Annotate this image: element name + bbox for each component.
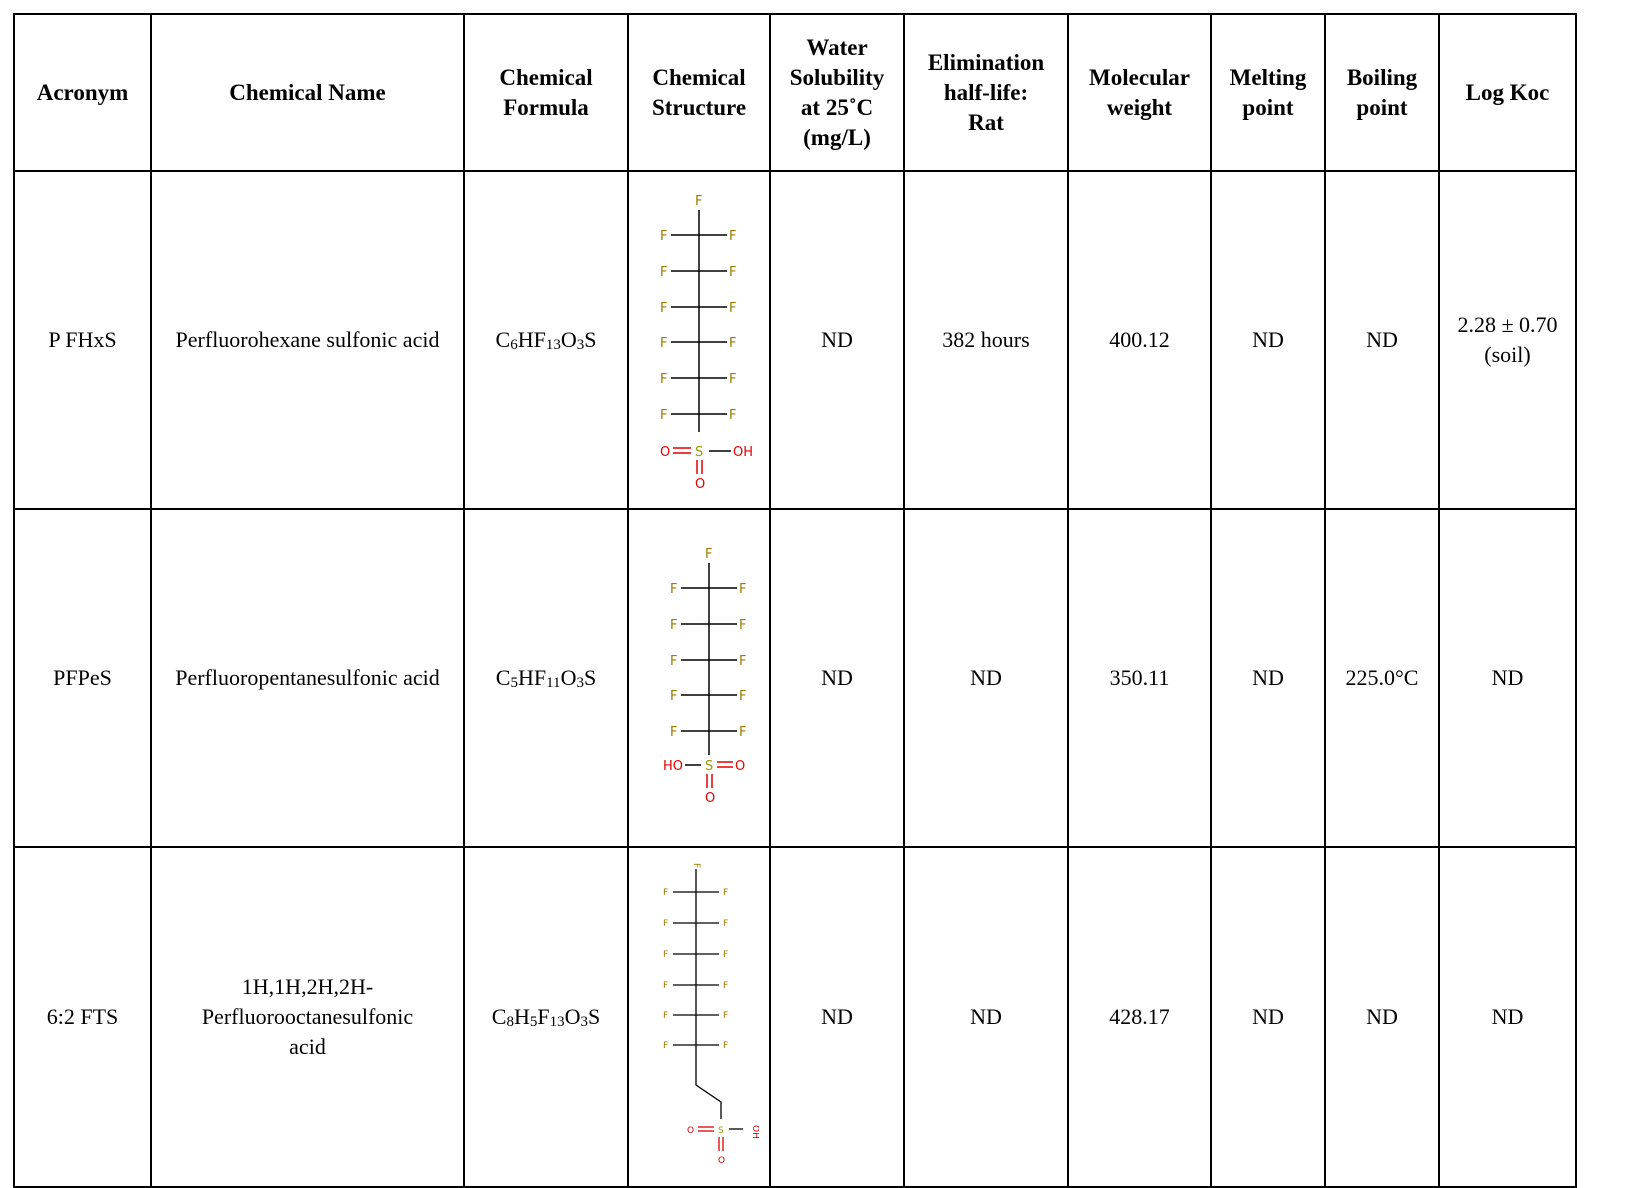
svg-text:F: F [729, 229, 736, 244]
molecular-weight-cell: 350.11 [1067, 508, 1212, 848]
svg-text:F: F [663, 981, 668, 991]
header-chemical-name: Chemical Name [150, 13, 465, 172]
svg-text:O: O [735, 759, 745, 774]
pfpes-structure-drawing: F F F F F F F F F F F HO S [663, 547, 746, 806]
svg-text:F: F [729, 372, 736, 387]
header-melting-point: Melting point [1210, 13, 1326, 172]
chemical-formula-cell: C6HF13O3S [463, 170, 629, 510]
chemical-structure-cell: F F F F F F F F F F F HO S [627, 508, 771, 848]
fts-6-2-structure-drawing: F F F F F F F F F F F F F S [663, 863, 759, 1166]
svg-text:F: F [670, 654, 677, 669]
header-elimination-half-life: Elimination half-life: Rat [903, 13, 1069, 172]
header-log-koc: Log Koc [1438, 13, 1577, 172]
water-solubility-cell: ND [769, 846, 905, 1188]
chemical-name-cell: Perfluoropentanesulfonic acid [150, 508, 465, 848]
svg-text:O: O [718, 1156, 725, 1166]
boiling-point-cell: ND [1324, 170, 1440, 510]
log-koc-cell: 2.28 ± 0.70 (soil) [1438, 170, 1577, 510]
acronym-cell: PFPeS [13, 508, 152, 848]
acronym-cell: P FHxS [13, 170, 152, 510]
svg-text:OH: OH [750, 1125, 759, 1139]
svg-text:F: F [663, 1011, 668, 1021]
elimination-half-life-cell: ND [903, 846, 1069, 1188]
svg-text:S: S [705, 759, 713, 774]
svg-text:F: F [663, 888, 668, 898]
svg-text:F: F [739, 654, 746, 669]
svg-text:F: F [739, 582, 746, 597]
molecular-weight-cell: 400.12 [1067, 170, 1212, 510]
pfhxs-structure-drawing: F F F F F F F F F F F F F S [660, 194, 753, 490]
svg-text:F: F [691, 863, 701, 868]
svg-text:F: F [663, 1041, 668, 1051]
table-row: P FHxS Perfluorohexane sulfonic acid C6H… [13, 170, 1577, 510]
svg-text:F: F [723, 919, 728, 929]
svg-text:F: F [739, 725, 746, 740]
svg-text:F: F [729, 408, 736, 423]
svg-text:F: F [729, 265, 736, 280]
melting-point-cell: ND [1210, 170, 1326, 510]
chemical-formula-cell: C5HF11O3S [463, 508, 629, 848]
header-chemical-formula: Chemical Formula [463, 13, 629, 172]
svg-text:F: F [705, 547, 712, 562]
header-boiling-point: Boiling point [1324, 13, 1440, 172]
svg-text:S: S [718, 1126, 724, 1136]
svg-text:F: F [660, 408, 667, 423]
svg-text:F: F [695, 194, 702, 209]
chemical-name-cell: Perfluorohexane sulfonic acid [150, 170, 465, 510]
table-row: 6:2 FTS 1H,1H,2H,2H- Perfluorooctanesulf… [13, 846, 1577, 1188]
boiling-point-cell: ND [1324, 846, 1440, 1188]
svg-text:F: F [723, 888, 728, 898]
svg-text:S: S [695, 445, 703, 460]
svg-text:F: F [670, 689, 677, 704]
header-molecular-weight: Molecular weight [1067, 13, 1212, 172]
table-wrapper: Acronym Chemical Name Chemical Formula C… [13, 13, 1577, 1188]
elimination-half-life-cell: 382 hours [903, 170, 1069, 510]
svg-text:F: F [723, 981, 728, 991]
svg-text:F: F [663, 919, 668, 929]
svg-text:F: F [739, 689, 746, 704]
table-row: PFPeS Perfluoropentanesulfonic acid C5HF… [13, 508, 1577, 848]
svg-text:F: F [663, 950, 668, 960]
header-chemical-structure: Chemical Structure [627, 13, 771, 172]
svg-text:OH: OH [733, 445, 753, 460]
svg-text:O: O [695, 477, 705, 490]
water-solubility-cell: ND [769, 170, 905, 510]
svg-text:F: F [729, 301, 736, 316]
svg-text:O: O [660, 445, 670, 460]
svg-text:F: F [670, 725, 677, 740]
header-acronym: Acronym [13, 13, 152, 172]
svg-text:F: F [739, 618, 746, 633]
chemical-formula-cell: C8H5F13O3S [463, 846, 629, 1188]
acronym-cell: 6:2 FTS [13, 846, 152, 1188]
svg-text:F: F [660, 265, 667, 280]
svg-text:F: F [670, 618, 677, 633]
svg-text:F: F [723, 950, 728, 960]
svg-text:HO: HO [663, 759, 683, 774]
svg-text:F: F [723, 1011, 728, 1021]
svg-text:O: O [687, 1126, 694, 1136]
boiling-point-cell: 225.0°C [1324, 508, 1440, 848]
svg-text:F: F [670, 582, 677, 597]
chemical-structure-cell: F F F F F F F F F F F F F S [627, 170, 771, 510]
molecular-weight-cell: 428.17 [1067, 846, 1212, 1188]
svg-text:F: F [660, 301, 667, 316]
svg-text:O: O [705, 791, 715, 806]
chemical-properties-table: Acronym Chemical Name Chemical Formula C… [13, 13, 1577, 1188]
svg-text:F: F [660, 336, 667, 351]
log-koc-cell: ND [1438, 846, 1577, 1188]
chemical-name-cell: 1H,1H,2H,2H- Perfluorooctanesulfonic aci… [150, 846, 465, 1188]
elimination-half-life-cell: ND [903, 508, 1069, 848]
svg-text:F: F [729, 336, 736, 351]
header-water-solubility: Water Solubility at 25˚C (mg/L) [769, 13, 905, 172]
melting-point-cell: ND [1210, 846, 1326, 1188]
svg-text:F: F [660, 229, 667, 244]
svg-text:F: F [723, 1041, 728, 1051]
melting-point-cell: ND [1210, 508, 1326, 848]
header-row: Acronym Chemical Name Chemical Formula C… [13, 13, 1577, 172]
log-koc-cell: ND [1438, 508, 1577, 848]
water-solubility-cell: ND [769, 508, 905, 848]
chemical-structure-cell: F F F F F F F F F F F F F S [627, 846, 771, 1188]
svg-text:F: F [660, 372, 667, 387]
